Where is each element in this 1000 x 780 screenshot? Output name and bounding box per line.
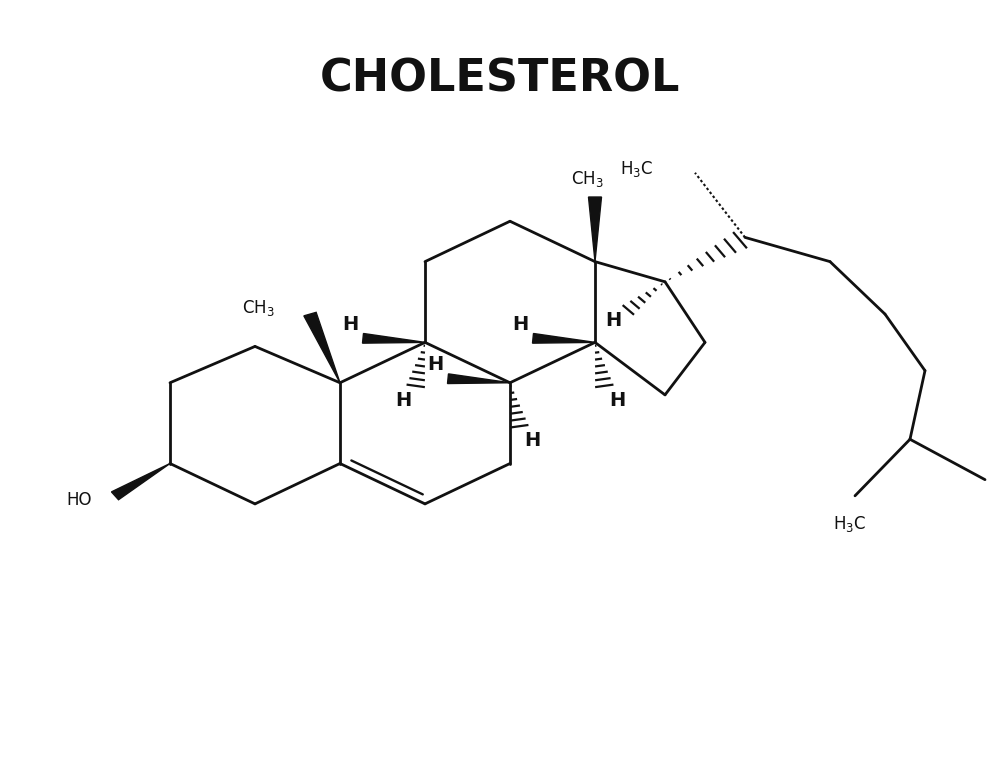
- Text: H: H: [512, 315, 528, 334]
- Text: H: H: [524, 431, 540, 450]
- Text: VectorStock®: VectorStock®: [25, 736, 150, 754]
- Text: H: H: [605, 311, 621, 330]
- Text: H: H: [609, 391, 625, 410]
- Polygon shape: [304, 312, 340, 383]
- Polygon shape: [363, 334, 425, 343]
- Text: H: H: [427, 356, 443, 374]
- Text: VectorStock.com/47298530: VectorStock.com/47298530: [783, 738, 975, 752]
- Polygon shape: [588, 197, 602, 261]
- Text: $\mathregular{CH_3}$: $\mathregular{CH_3}$: [242, 299, 274, 318]
- Text: H: H: [395, 391, 411, 410]
- Text: $\mathregular{CH_3}$: $\mathregular{CH_3}$: [571, 169, 603, 190]
- Text: HO: HO: [66, 491, 92, 509]
- Polygon shape: [448, 374, 510, 384]
- Text: H: H: [342, 315, 358, 334]
- Text: CHOLESTEROL: CHOLESTEROL: [320, 58, 680, 101]
- Polygon shape: [533, 334, 595, 343]
- Polygon shape: [111, 463, 170, 500]
- Text: $\mathregular{H_3C}$: $\mathregular{H_3C}$: [620, 159, 653, 179]
- Text: $\mathregular{H_3C}$: $\mathregular{H_3C}$: [833, 514, 867, 534]
